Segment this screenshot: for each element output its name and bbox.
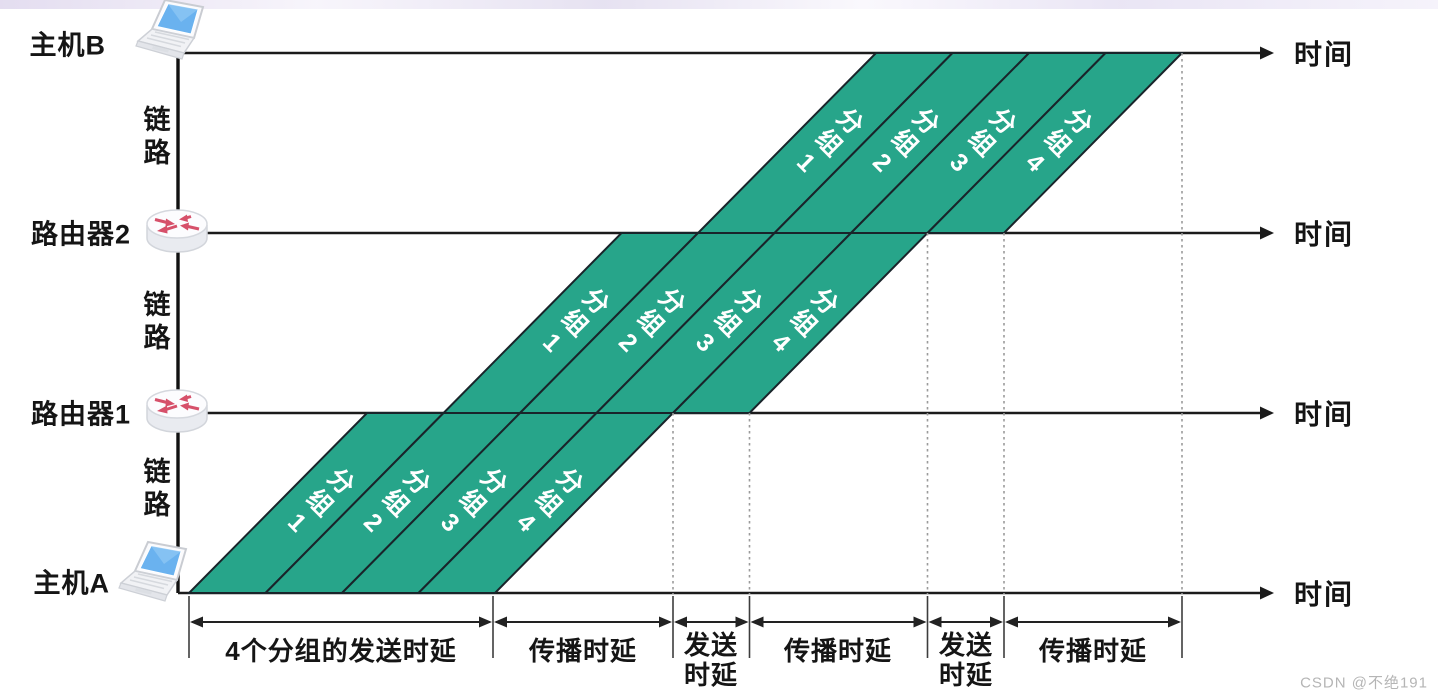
measure-seg-send4 xyxy=(190,616,492,628)
delay-label-send2: 发送时延 xyxy=(938,630,993,690)
time-axis-label-host-b: 时间 xyxy=(1294,39,1355,70)
time-axis-label-router2: 时间 xyxy=(1294,219,1355,250)
node-label-router1: 路由器1 xyxy=(30,399,131,430)
watermark: CSDN @不绝191 xyxy=(1300,674,1428,692)
measure-seg-prop1 xyxy=(494,616,672,628)
measure-seg-send1 xyxy=(674,616,749,628)
measurement-arrows xyxy=(190,616,1181,628)
measure-seg-send2 xyxy=(928,616,1003,628)
packet-band-link1 xyxy=(186,412,676,594)
delay-label-send4: 4个分组的发送时延 xyxy=(225,636,457,666)
delay-label-prop2: 传播时延 xyxy=(783,636,893,666)
link-label-2: 链路 xyxy=(139,290,170,356)
dotted-guides xyxy=(672,53,1183,594)
router-icon xyxy=(145,388,209,434)
measure-seg-prop2 xyxy=(750,616,927,628)
delay-label-prop3: 传播时延 xyxy=(1038,636,1148,666)
packet-band-link2 xyxy=(441,232,930,414)
node-label-host-b: 主机B xyxy=(29,30,106,61)
delay-label-prop1: 传播时延 xyxy=(528,636,638,666)
link-label-1: 链路 xyxy=(139,105,170,171)
node-label-router2: 路由器2 xyxy=(30,219,131,250)
measurement-ticks xyxy=(188,596,1183,658)
laptop-icon xyxy=(118,541,187,602)
time-axis-label-router1: 时间 xyxy=(1294,399,1355,430)
router-icon xyxy=(145,208,209,254)
measure-seg-prop3 xyxy=(1005,616,1181,628)
laptop-icon xyxy=(135,0,204,60)
time-axis-label-host-a: 时间 xyxy=(1294,579,1355,610)
delay-label-send1: 发送时延 xyxy=(683,630,738,690)
cropped-slide-remnant-strip xyxy=(0,0,1438,9)
link-label-3: 链路 xyxy=(139,457,170,523)
packet-band-link3 xyxy=(695,52,1185,234)
node-label-host-a: 主机A xyxy=(33,568,110,599)
